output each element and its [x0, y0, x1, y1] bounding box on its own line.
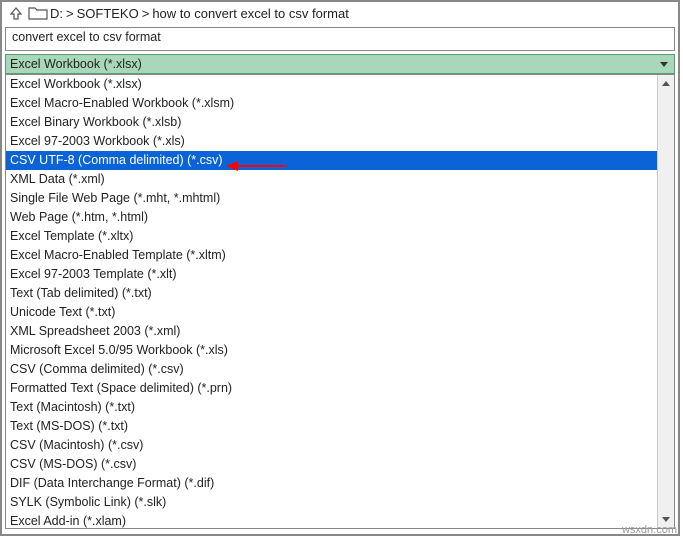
filetype-option[interactable]: Excel 97-2003 Template (*.xlt) — [6, 265, 657, 284]
chevron-up-icon — [662, 81, 670, 86]
filetype-option[interactable]: Text (Tab delimited) (*.txt) — [6, 284, 657, 303]
filetype-option[interactable]: Excel Template (*.xltx) — [6, 227, 657, 246]
filetype-option[interactable]: Excel Binary Workbook (*.xlsb) — [6, 113, 657, 132]
filetype-option[interactable]: Formatted Text (Space delimited) (*.prn) — [6, 379, 657, 398]
chevron-down-icon — [662, 517, 670, 522]
watermark: wsxdn.com — [622, 524, 677, 536]
filetype-option[interactable]: Web Page (*.htm, *.html) — [6, 208, 657, 227]
chevron-down-icon — [660, 62, 668, 67]
breadcrumb-folder[interactable]: SOFTEKO — [77, 6, 139, 21]
filetype-list: Excel Workbook (*.xlsx)Excel Macro-Enabl… — [5, 74, 675, 529]
filetype-option[interactable]: CSV (MS-DOS) (*.csv) — [6, 455, 657, 474]
filename-input[interactable]: convert excel to csv format — [5, 27, 675, 51]
filetype-option[interactable]: Excel Macro-Enabled Template (*.xltm) — [6, 246, 657, 265]
filetype-option[interactable]: CSV (Macintosh) (*.csv) — [6, 436, 657, 455]
filetype-option[interactable]: DIF (Data Interchange Format) (*.dif) — [6, 474, 657, 493]
filetype-option[interactable]: XML Spreadsheet 2003 (*.xml) — [6, 322, 657, 341]
breadcrumb-drive[interactable]: D: — [50, 6, 63, 21]
filetype-option[interactable]: Single File Web Page (*.mht, *.mhtml) — [6, 189, 657, 208]
filetype-option[interactable]: Text (MS-DOS) (*.txt) — [6, 417, 657, 436]
filetype-option[interactable]: SYLK (Symbolic Link) (*.slk) — [6, 493, 657, 512]
breadcrumb-folder[interactable]: how to convert excel to csv format — [152, 6, 349, 21]
scroll-up-button[interactable] — [658, 75, 674, 92]
breadcrumb-sep: > — [66, 6, 74, 21]
filetype-option[interactable]: Text (Macintosh) (*.txt) — [6, 398, 657, 417]
filetype-option[interactable]: Excel Workbook (*.xlsx) — [6, 75, 657, 94]
folder-icon — [28, 6, 46, 20]
filetype-option[interactable]: XML Data (*.xml) — [6, 170, 657, 189]
filetype-option[interactable]: CSV (Comma delimited) (*.csv) — [6, 360, 657, 379]
filetype-option[interactable]: Excel 97-2003 Workbook (*.xls) — [6, 132, 657, 151]
filetype-option[interactable]: Excel Add-in (*.xlam) — [6, 512, 657, 529]
breadcrumb-bar: D: > SOFTEKO > how to convert excel to c… — [2, 2, 678, 24]
filetype-dropdown[interactable]: Excel Workbook (*.xlsx) — [5, 54, 675, 74]
filename-value: convert excel to csv format — [12, 30, 161, 44]
filetype-option[interactable]: Microsoft Excel 5.0/95 Workbook (*.xls) — [6, 341, 657, 360]
breadcrumb[interactable]: D: > SOFTEKO > how to convert excel to c… — [50, 6, 349, 21]
filetype-option[interactable]: CSV UTF-8 (Comma delimited) (*.csv) — [6, 151, 657, 170]
breadcrumb-sep: > — [142, 6, 150, 21]
filetype-option[interactable]: Excel Macro-Enabled Workbook (*.xlsm) — [6, 94, 657, 113]
filetype-option[interactable]: Unicode Text (*.txt) — [6, 303, 657, 322]
filetype-selected-label: Excel Workbook (*.xlsx) — [10, 57, 142, 71]
scrollbar[interactable] — [657, 75, 674, 528]
up-icon[interactable] — [8, 5, 24, 21]
